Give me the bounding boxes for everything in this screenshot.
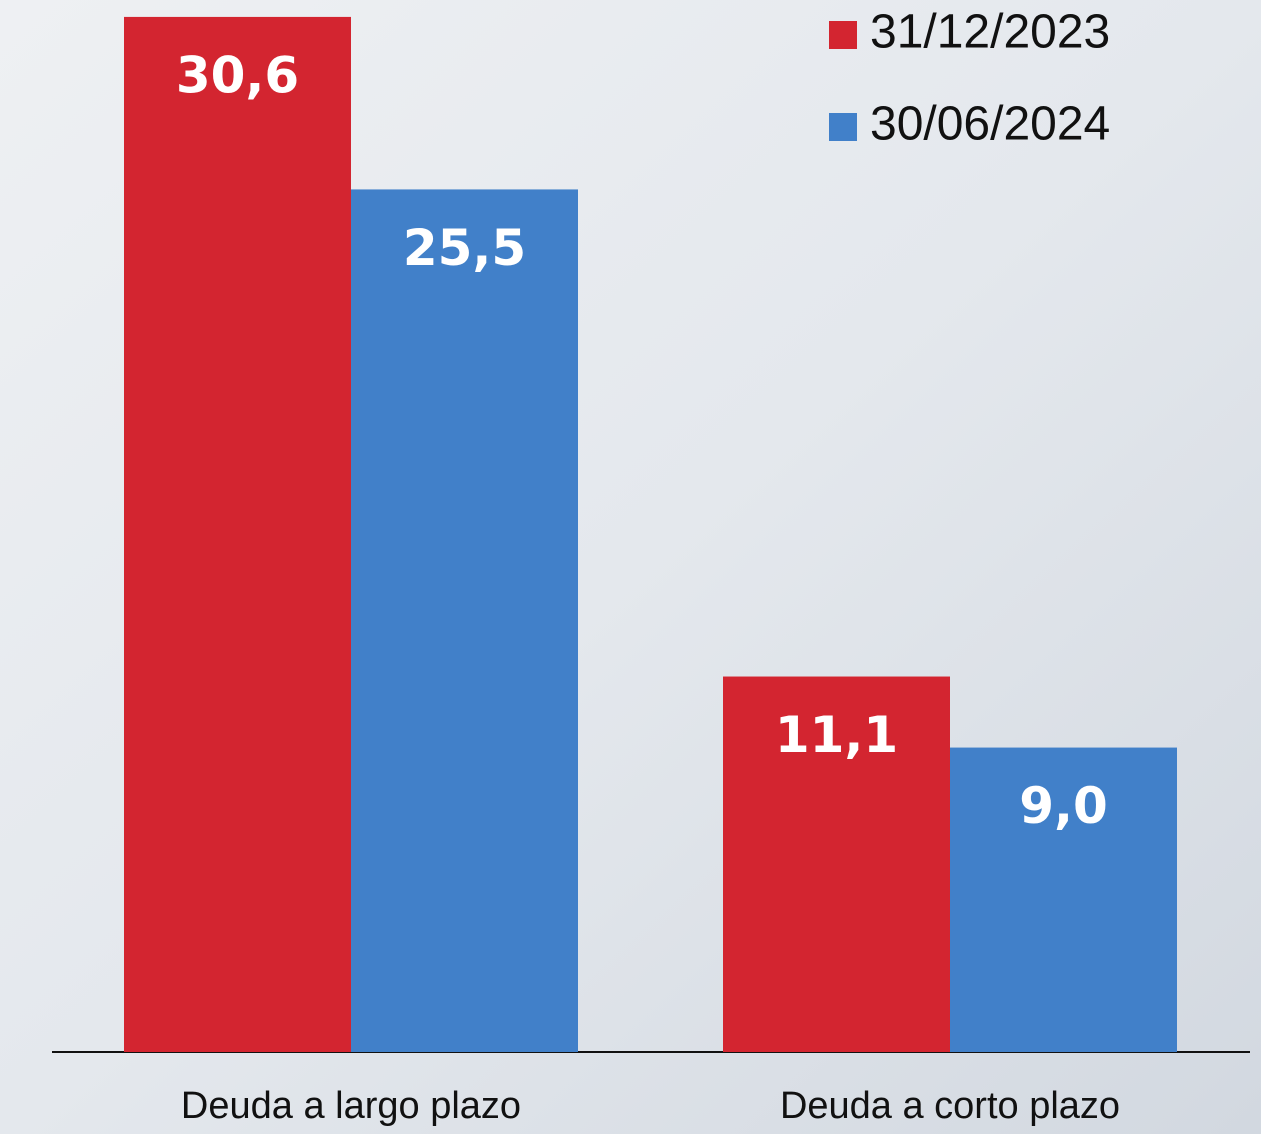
legend-label: 31/12/2023 <box>870 6 1110 59</box>
bar <box>124 16 351 1052</box>
bar <box>950 747 1177 1052</box>
value-label: 30,6 <box>176 46 299 104</box>
legend-swatch <box>829 21 857 49</box>
x-tick-label: Deuda a corto plazo <box>780 1085 1120 1127</box>
bar <box>723 676 950 1052</box>
bar <box>351 189 578 1052</box>
value-label: 11,1 <box>775 706 898 764</box>
x-tick-label: Deuda a largo plazo <box>181 1085 521 1127</box>
value-label: 9,0 <box>1019 777 1108 835</box>
value-label: 25,5 <box>403 219 526 277</box>
legend-label: 30/06/2024 <box>870 98 1110 151</box>
legend-swatch <box>829 113 857 141</box>
